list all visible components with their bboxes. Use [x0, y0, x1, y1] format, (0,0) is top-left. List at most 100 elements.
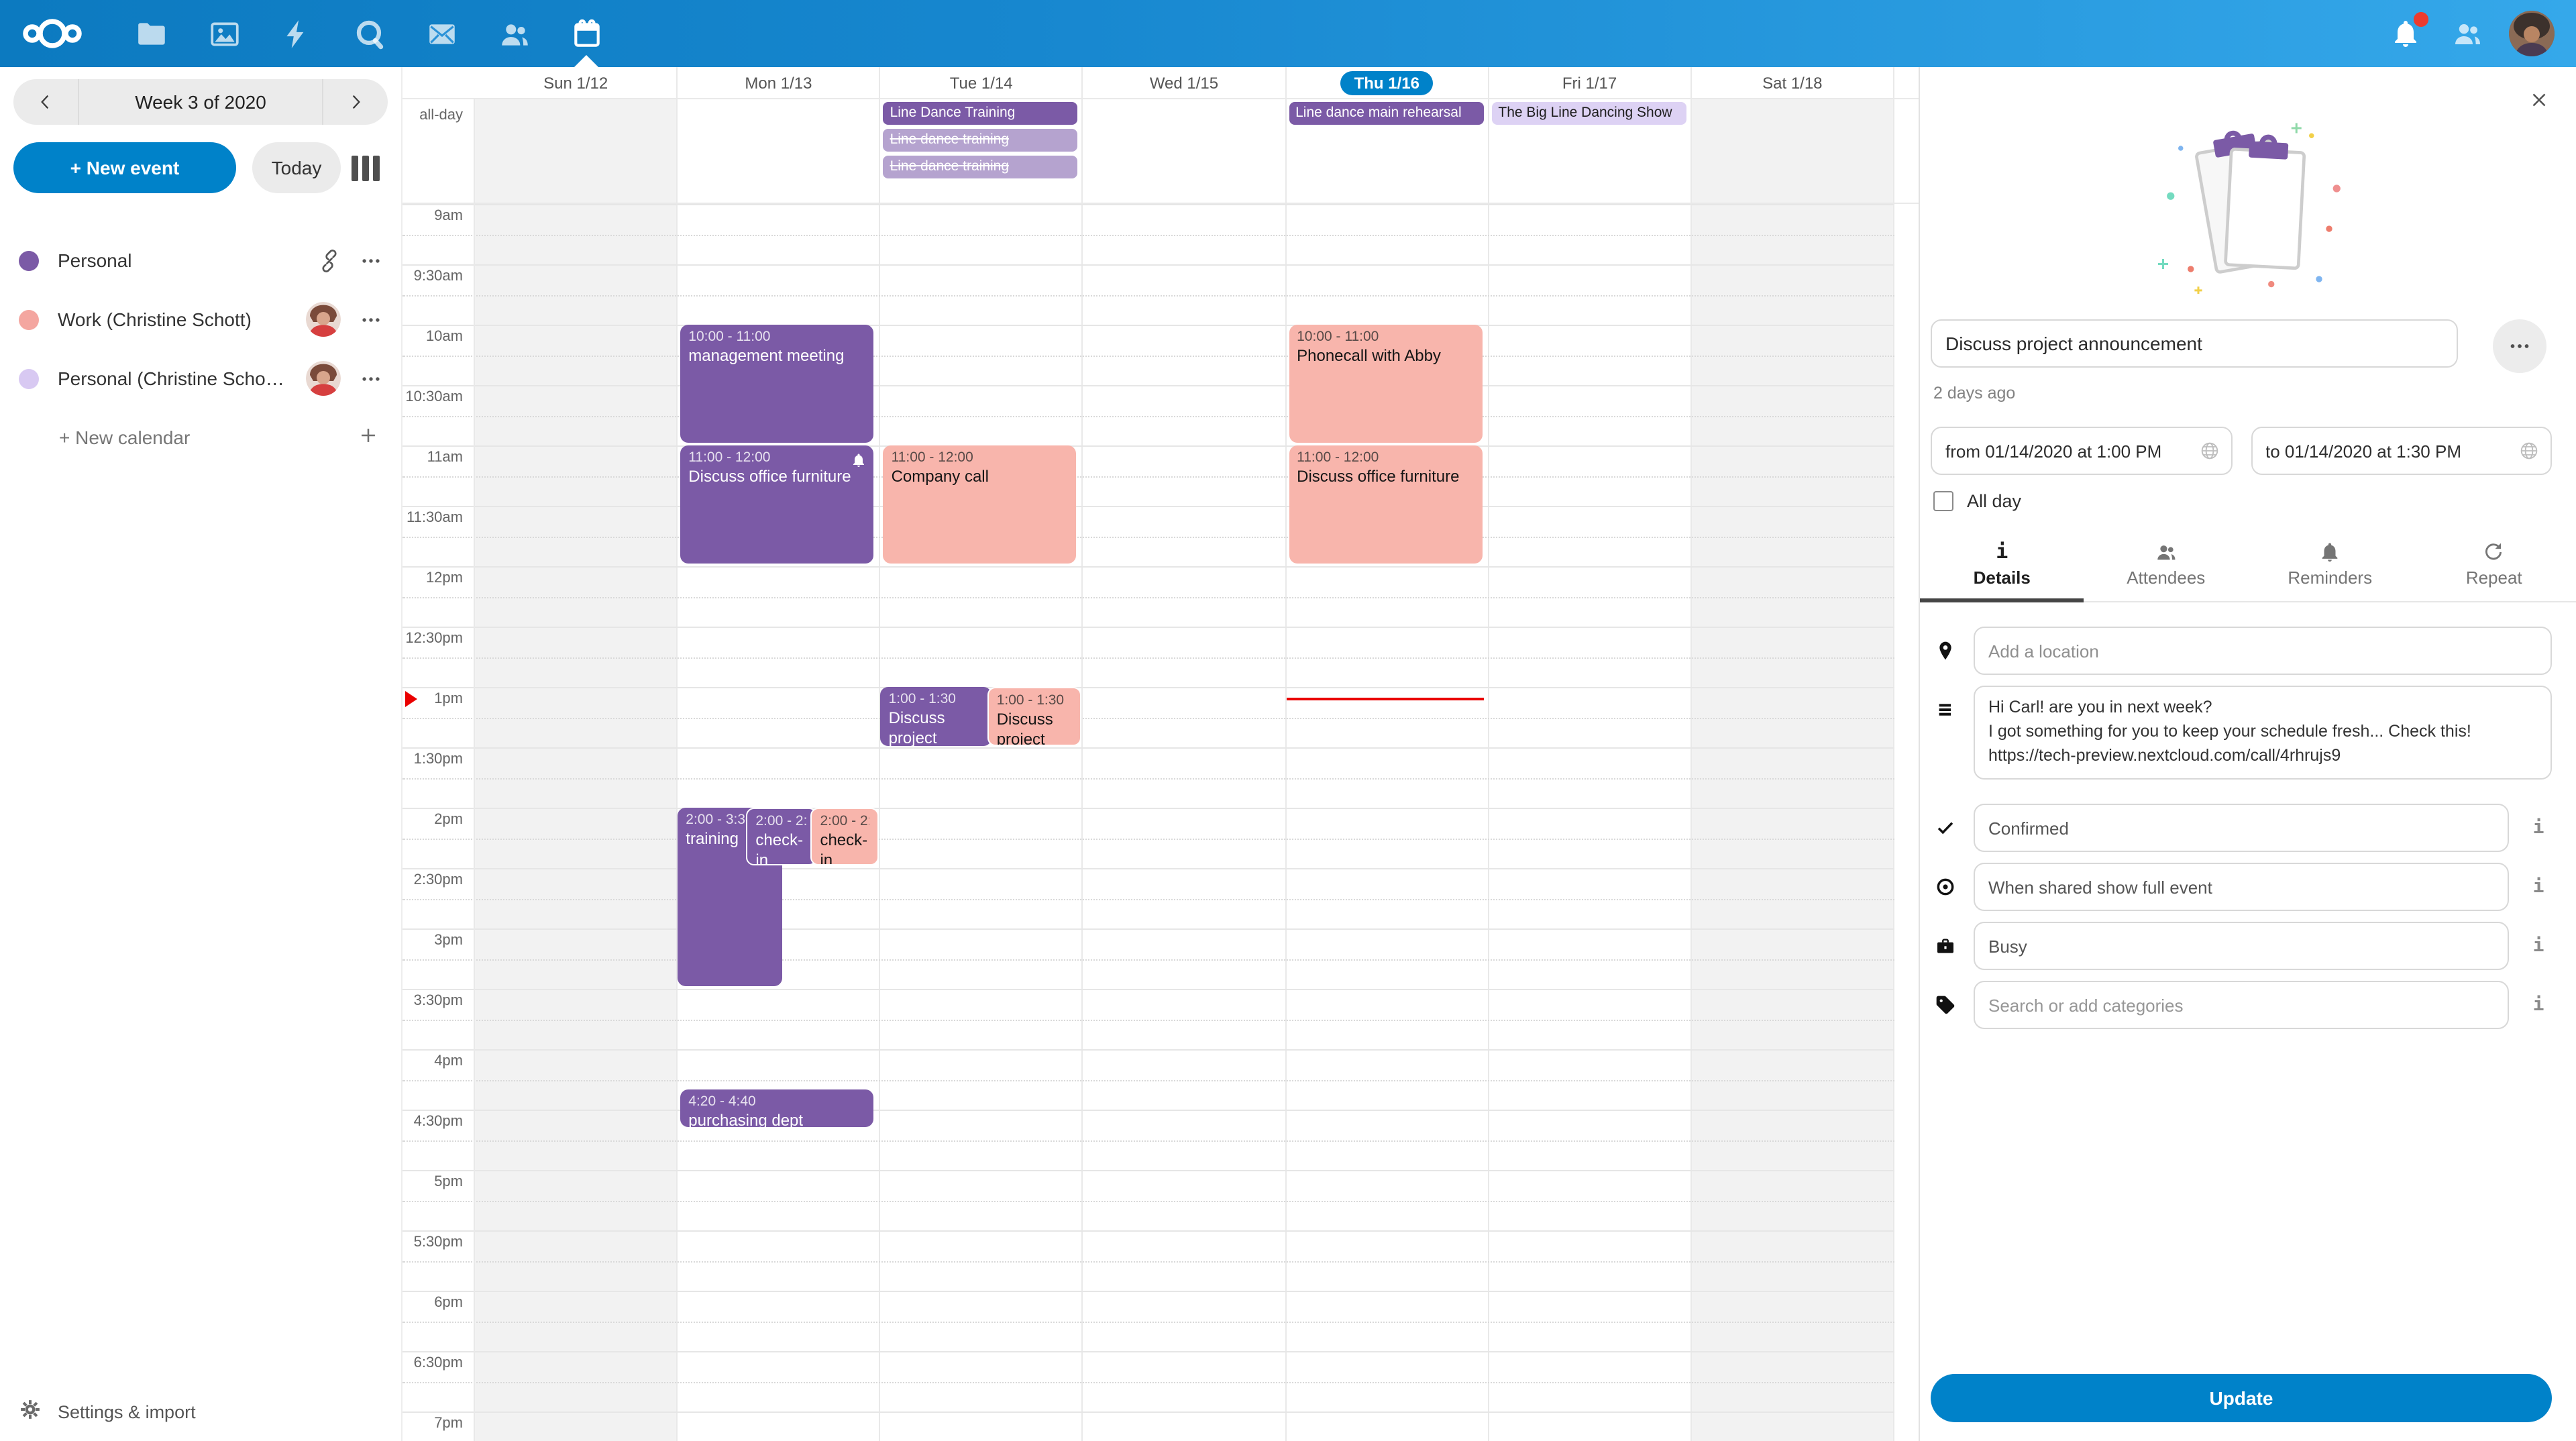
status-select[interactable]: Confirmed — [1974, 804, 2509, 852]
all-day-event-chip[interactable]: Line Dance Training — [883, 102, 1078, 125]
sidebar-actions: + New event Today — [13, 142, 388, 193]
all-day-checkbox[interactable] — [1933, 491, 1953, 511]
tab-details[interactable]: i Details — [1920, 535, 2085, 602]
week-label[interactable]: Week 3 of 2020 — [78, 79, 323, 125]
day-header-row: Sun 1/12 Mon 1/13 Tue 1/14 Wed 1/15 Thu 1/16… — [402, 67, 1919, 99]
calendar-event[interactable]: 11:00 - 12:00 Discuss office furniture — [680, 445, 874, 564]
tab-attendees[interactable]: Attendees — [2084, 535, 2249, 601]
user-avatar[interactable] — [2509, 11, 2555, 56]
all-day-cell[interactable]: The Big Line Dancing Show — [1489, 99, 1692, 203]
time-grid: 9am 9:30am 10am 10:30am 11am 11:30am 12pm 12:30… — [402, 204, 1919, 1441]
repeat-icon — [2483, 541, 2506, 564]
calendar-event[interactable]: 1:00 - 1:30 Discuss project — [987, 687, 1082, 746]
title-row — [1931, 319, 2546, 373]
all-day-event-chip[interactable]: Line dance training — [883, 129, 1078, 152]
day-column[interactable] — [1691, 204, 1894, 1441]
day-column[interactable]: 10:00 - 11:00 management meeting 11:00 - 1… — [678, 204, 881, 1441]
new-event-button[interactable]: + New event — [13, 142, 236, 193]
today-day-pill[interactable]: Thu 1/16 — [1340, 70, 1433, 95]
description-textarea[interactable]: Hi Carl! are you in next week? I got som… — [1974, 686, 2552, 780]
day-column[interactable] — [475, 204, 678, 1441]
all-day-cell[interactable] — [475, 99, 678, 203]
timezone-globe-icon[interactable] — [2518, 440, 2540, 462]
week-view-toggle-icon[interactable] — [352, 155, 380, 180]
info-icon[interactable]: i — [2532, 817, 2544, 839]
settings-import-button[interactable]: Settings & import — [0, 1382, 401, 1441]
info-icon[interactable]: i — [2532, 876, 2544, 898]
day-header-fri[interactable]: Fri 1/17 — [1489, 67, 1692, 98]
tab-repeat[interactable]: Repeat — [2412, 535, 2576, 601]
app-mail-icon[interactable] — [405, 0, 478, 67]
notification-badge — [2414, 12, 2428, 27]
calendar-list-item[interactable]: Personal (Christine Scho… — [0, 349, 401, 408]
calendar-event[interactable]: 4:20 - 4:40 purchasing dept — [680, 1089, 874, 1127]
calendar-event[interactable]: 10:00 - 11:00 management meeting — [680, 325, 874, 443]
calendar-event[interactable]: 11:00 - 12:00 Company call — [883, 445, 1077, 564]
day-header-tue[interactable]: Tue 1/14 — [881, 67, 1083, 98]
share-link-icon[interactable] — [318, 249, 341, 272]
top-bar-right — [2385, 11, 2576, 56]
calendar-list-item[interactable]: Work (Christine Schott) — [0, 290, 401, 349]
info-icon[interactable]: i — [2532, 994, 2544, 1016]
calendar-event[interactable]: 11:00 - 12:00 Discuss office furniture — [1289, 445, 1483, 564]
day-column[interactable] — [1083, 204, 1287, 1441]
categories-input[interactable]: Search or add categories — [1974, 981, 2509, 1029]
time-label: 12:30pm — [405, 631, 463, 647]
all-day-cell[interactable]: Line dance main rehearsal — [1286, 99, 1489, 203]
event-actions-menu-button[interactable] — [2493, 319, 2546, 373]
day-header-wed[interactable]: Wed 1/15 — [1083, 67, 1287, 98]
today-button[interactable]: Today — [252, 142, 341, 193]
day-column[interactable]: 10:00 - 11:00 Phonecall with Abby 11:00 - … — [1286, 204, 1489, 1441]
day-column[interactable] — [1489, 204, 1692, 1441]
contacts-menu-icon[interactable] — [2447, 13, 2487, 54]
calendar-list-item[interactable]: Personal — [0, 231, 401, 290]
calendar-list: Personal Work (Christine Schott) Personal … — [0, 231, 401, 408]
app-talk-icon[interactable] — [333, 0, 405, 67]
next-week-button[interactable] — [323, 79, 388, 125]
info-icon[interactable]: i — [2532, 935, 2544, 957]
all-day-cell[interactable] — [1691, 99, 1894, 203]
calendar-menu-dots-icon[interactable] — [360, 308, 382, 331]
calendar-event[interactable]: 10:00 - 11:00 Phonecall with Abby — [1289, 325, 1483, 443]
all-day-event-chip[interactable]: Line dance main rehearsal — [1289, 102, 1484, 125]
new-calendar-button[interactable]: + New calendar — [0, 408, 401, 467]
end-datetime-field[interactable]: to 01/14/2020 at 1:30 PM — [2251, 427, 2552, 475]
start-datetime-field[interactable]: from 01/14/2020 at 1:00 PM — [1931, 427, 2232, 475]
nextcloud-logo-icon[interactable] — [19, 13, 86, 54]
tab-reminders[interactable]: Reminders — [2248, 535, 2412, 601]
event-time-label: 1:00 - 1:30 — [996, 692, 1065, 708]
day-header-mon[interactable]: Mon 1/13 — [678, 67, 881, 98]
update-button[interactable]: Update — [1931, 1374, 2552, 1422]
calendar-menu-dots-icon[interactable] — [360, 249, 382, 272]
location-input[interactable] — [1974, 627, 2552, 675]
app-activity-icon[interactable] — [260, 0, 333, 67]
notifications-bell-icon[interactable] — [2385, 12, 2428, 54]
app-contacts-icon[interactable] — [478, 0, 550, 67]
all-day-event-chip[interactable]: The Big Line Dancing Show — [1491, 102, 1686, 125]
all-day-event-chip[interactable]: Line dance training — [883, 156, 1078, 178]
day-header-sun[interactable]: Sun 1/12 — [475, 67, 678, 98]
day-header-thu[interactable]: Thu 1/16 — [1286, 67, 1489, 98]
calendar-event[interactable]: 2:00 - 2:30 check-in — [746, 808, 817, 865]
app-calendar-icon[interactable] — [550, 0, 623, 67]
calendar-event[interactable]: 2:00 - 2:30 check-in — [810, 808, 879, 865]
day-header-sat[interactable]: Sat 1/18 — [1692, 67, 1894, 98]
previous-week-button[interactable] — [13, 79, 78, 125]
visibility-select[interactable]: When shared show full event — [1974, 863, 2509, 911]
check-icon — [1933, 816, 1957, 840]
all-day-cell[interactable] — [678, 99, 881, 203]
event-title-input[interactable] — [1931, 319, 2458, 368]
close-icon[interactable] — [2522, 83, 2555, 115]
property-rows: Confirmed i When shared show full event i Bu… — [1920, 804, 2576, 1029]
all-day-cell[interactable]: Line Dance Training Line dance training Li… — [881, 99, 1083, 203]
day-column[interactable]: 11:00 - 12:00 Company call 1:00 - 1:30 Disc… — [880, 204, 1083, 1441]
all-day-row: all-day Line Dance Training Line dance tr… — [402, 99, 1919, 204]
app-photos-icon[interactable] — [188, 0, 260, 67]
app-files-icon[interactable] — [115, 0, 188, 67]
calendar-menu-dots-icon[interactable] — [360, 367, 382, 390]
time-label: 5:30pm — [413, 1234, 463, 1250]
timezone-globe-icon[interactable] — [2198, 440, 2220, 462]
busy-select[interactable]: Busy — [1974, 922, 2509, 970]
all-day-cell[interactable] — [1083, 99, 1287, 203]
